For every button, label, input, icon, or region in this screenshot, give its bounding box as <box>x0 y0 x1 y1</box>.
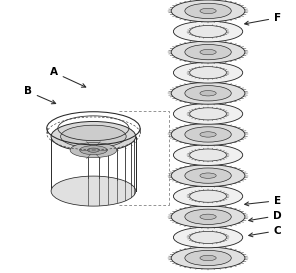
Ellipse shape <box>51 121 136 152</box>
Text: C: C <box>249 226 281 237</box>
Ellipse shape <box>51 176 136 206</box>
Ellipse shape <box>185 44 231 60</box>
Ellipse shape <box>173 62 243 83</box>
Ellipse shape <box>185 250 231 266</box>
Ellipse shape <box>88 148 99 152</box>
Text: F: F <box>245 13 281 25</box>
Ellipse shape <box>185 168 231 183</box>
Ellipse shape <box>200 91 216 96</box>
Ellipse shape <box>200 49 216 55</box>
Ellipse shape <box>171 247 245 269</box>
Ellipse shape <box>185 127 231 142</box>
Ellipse shape <box>190 231 226 244</box>
Ellipse shape <box>80 146 107 155</box>
Ellipse shape <box>185 86 231 101</box>
Ellipse shape <box>171 41 245 63</box>
Ellipse shape <box>185 3 231 19</box>
Ellipse shape <box>70 143 117 158</box>
Ellipse shape <box>200 8 216 14</box>
Ellipse shape <box>171 165 245 186</box>
Ellipse shape <box>173 145 243 165</box>
Ellipse shape <box>185 209 231 224</box>
Ellipse shape <box>173 186 243 207</box>
Text: A: A <box>50 67 86 87</box>
Ellipse shape <box>171 82 245 104</box>
Ellipse shape <box>200 132 216 137</box>
Text: E: E <box>245 196 281 206</box>
Ellipse shape <box>173 227 243 248</box>
Ellipse shape <box>200 255 216 261</box>
Ellipse shape <box>171 124 245 146</box>
Ellipse shape <box>200 214 216 219</box>
Ellipse shape <box>190 67 226 79</box>
Text: D: D <box>249 211 282 222</box>
Text: B: B <box>24 87 56 104</box>
Ellipse shape <box>173 103 243 124</box>
Ellipse shape <box>190 108 226 120</box>
Ellipse shape <box>190 25 226 38</box>
Ellipse shape <box>200 173 216 178</box>
Ellipse shape <box>171 0 245 22</box>
Ellipse shape <box>173 21 243 42</box>
Ellipse shape <box>190 190 226 202</box>
Ellipse shape <box>171 206 245 228</box>
Ellipse shape <box>190 149 226 161</box>
Ellipse shape <box>61 125 126 148</box>
